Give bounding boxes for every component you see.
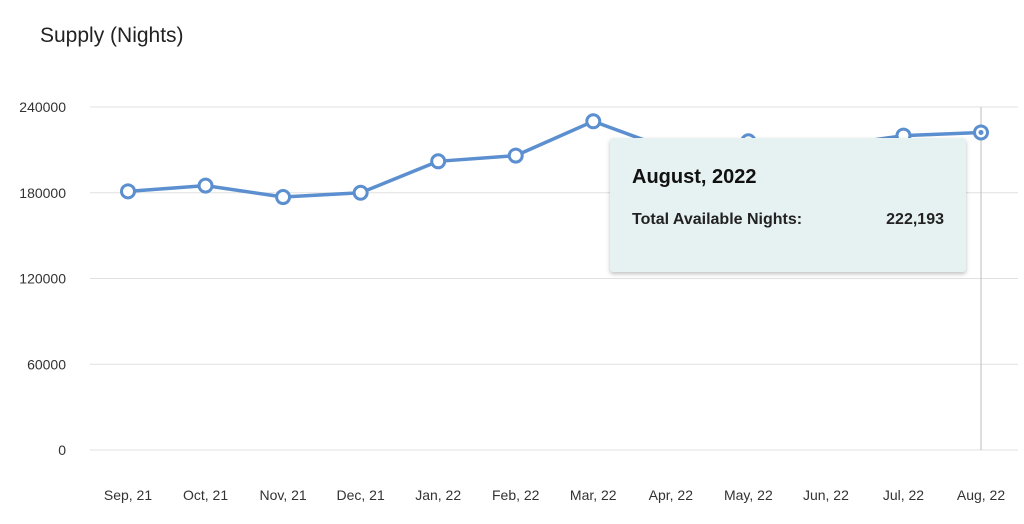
y-tick-label: 60000 [27,356,66,372]
x-axis-ticks: Sep, 21 Oct, 21 Nov, 21 Dec, 21 Jan, 22 Feb, … [104,487,1005,503]
x-tick-label: Jan, 22 [415,487,461,503]
data-point[interactable] [197,177,214,194]
y-tick-label: 120000 [19,271,66,287]
x-tick-label: Mar, 22 [570,487,617,503]
tooltip-title: August, 2022 [632,166,757,188]
data-point[interactable] [585,113,602,130]
x-tick-label: Oct, 21 [183,487,228,503]
x-tick-label: Aug, 22 [957,487,1005,503]
y-tick-label: 180000 [19,185,66,201]
y-tick-label: 240000 [19,99,66,115]
y-tick-label: 0 [58,442,66,458]
x-tick-label: Jul, 22 [883,487,924,503]
tooltip-value: 222,193 [886,211,944,228]
data-point[interactable] [120,183,136,200]
tooltip: August, 2022 Total Available Nights: 222… [610,138,966,272]
data-point[interactable] [507,147,524,164]
x-tick-label: Dec, 21 [337,487,385,503]
tooltip-label: Total Available Nights: [632,211,803,228]
x-tick-label: May, 22 [724,487,773,503]
x-tick-label: Sep, 21 [104,487,152,503]
data-point[interactable] [430,153,447,170]
x-tick-label: Nov, 21 [259,487,306,503]
chart-title: Supply (Nights) [40,24,184,47]
y-axis-ticks: 0 60000 120000 180000 240000 [19,99,66,458]
data-point-highlight-dot [978,129,984,135]
data-point[interactable] [275,189,292,206]
x-tick-label: Apr, 22 [649,487,694,503]
x-tick-label: Feb, 22 [492,487,540,503]
data-point[interactable] [352,184,369,201]
x-tick-label: Jun, 22 [803,487,849,503]
